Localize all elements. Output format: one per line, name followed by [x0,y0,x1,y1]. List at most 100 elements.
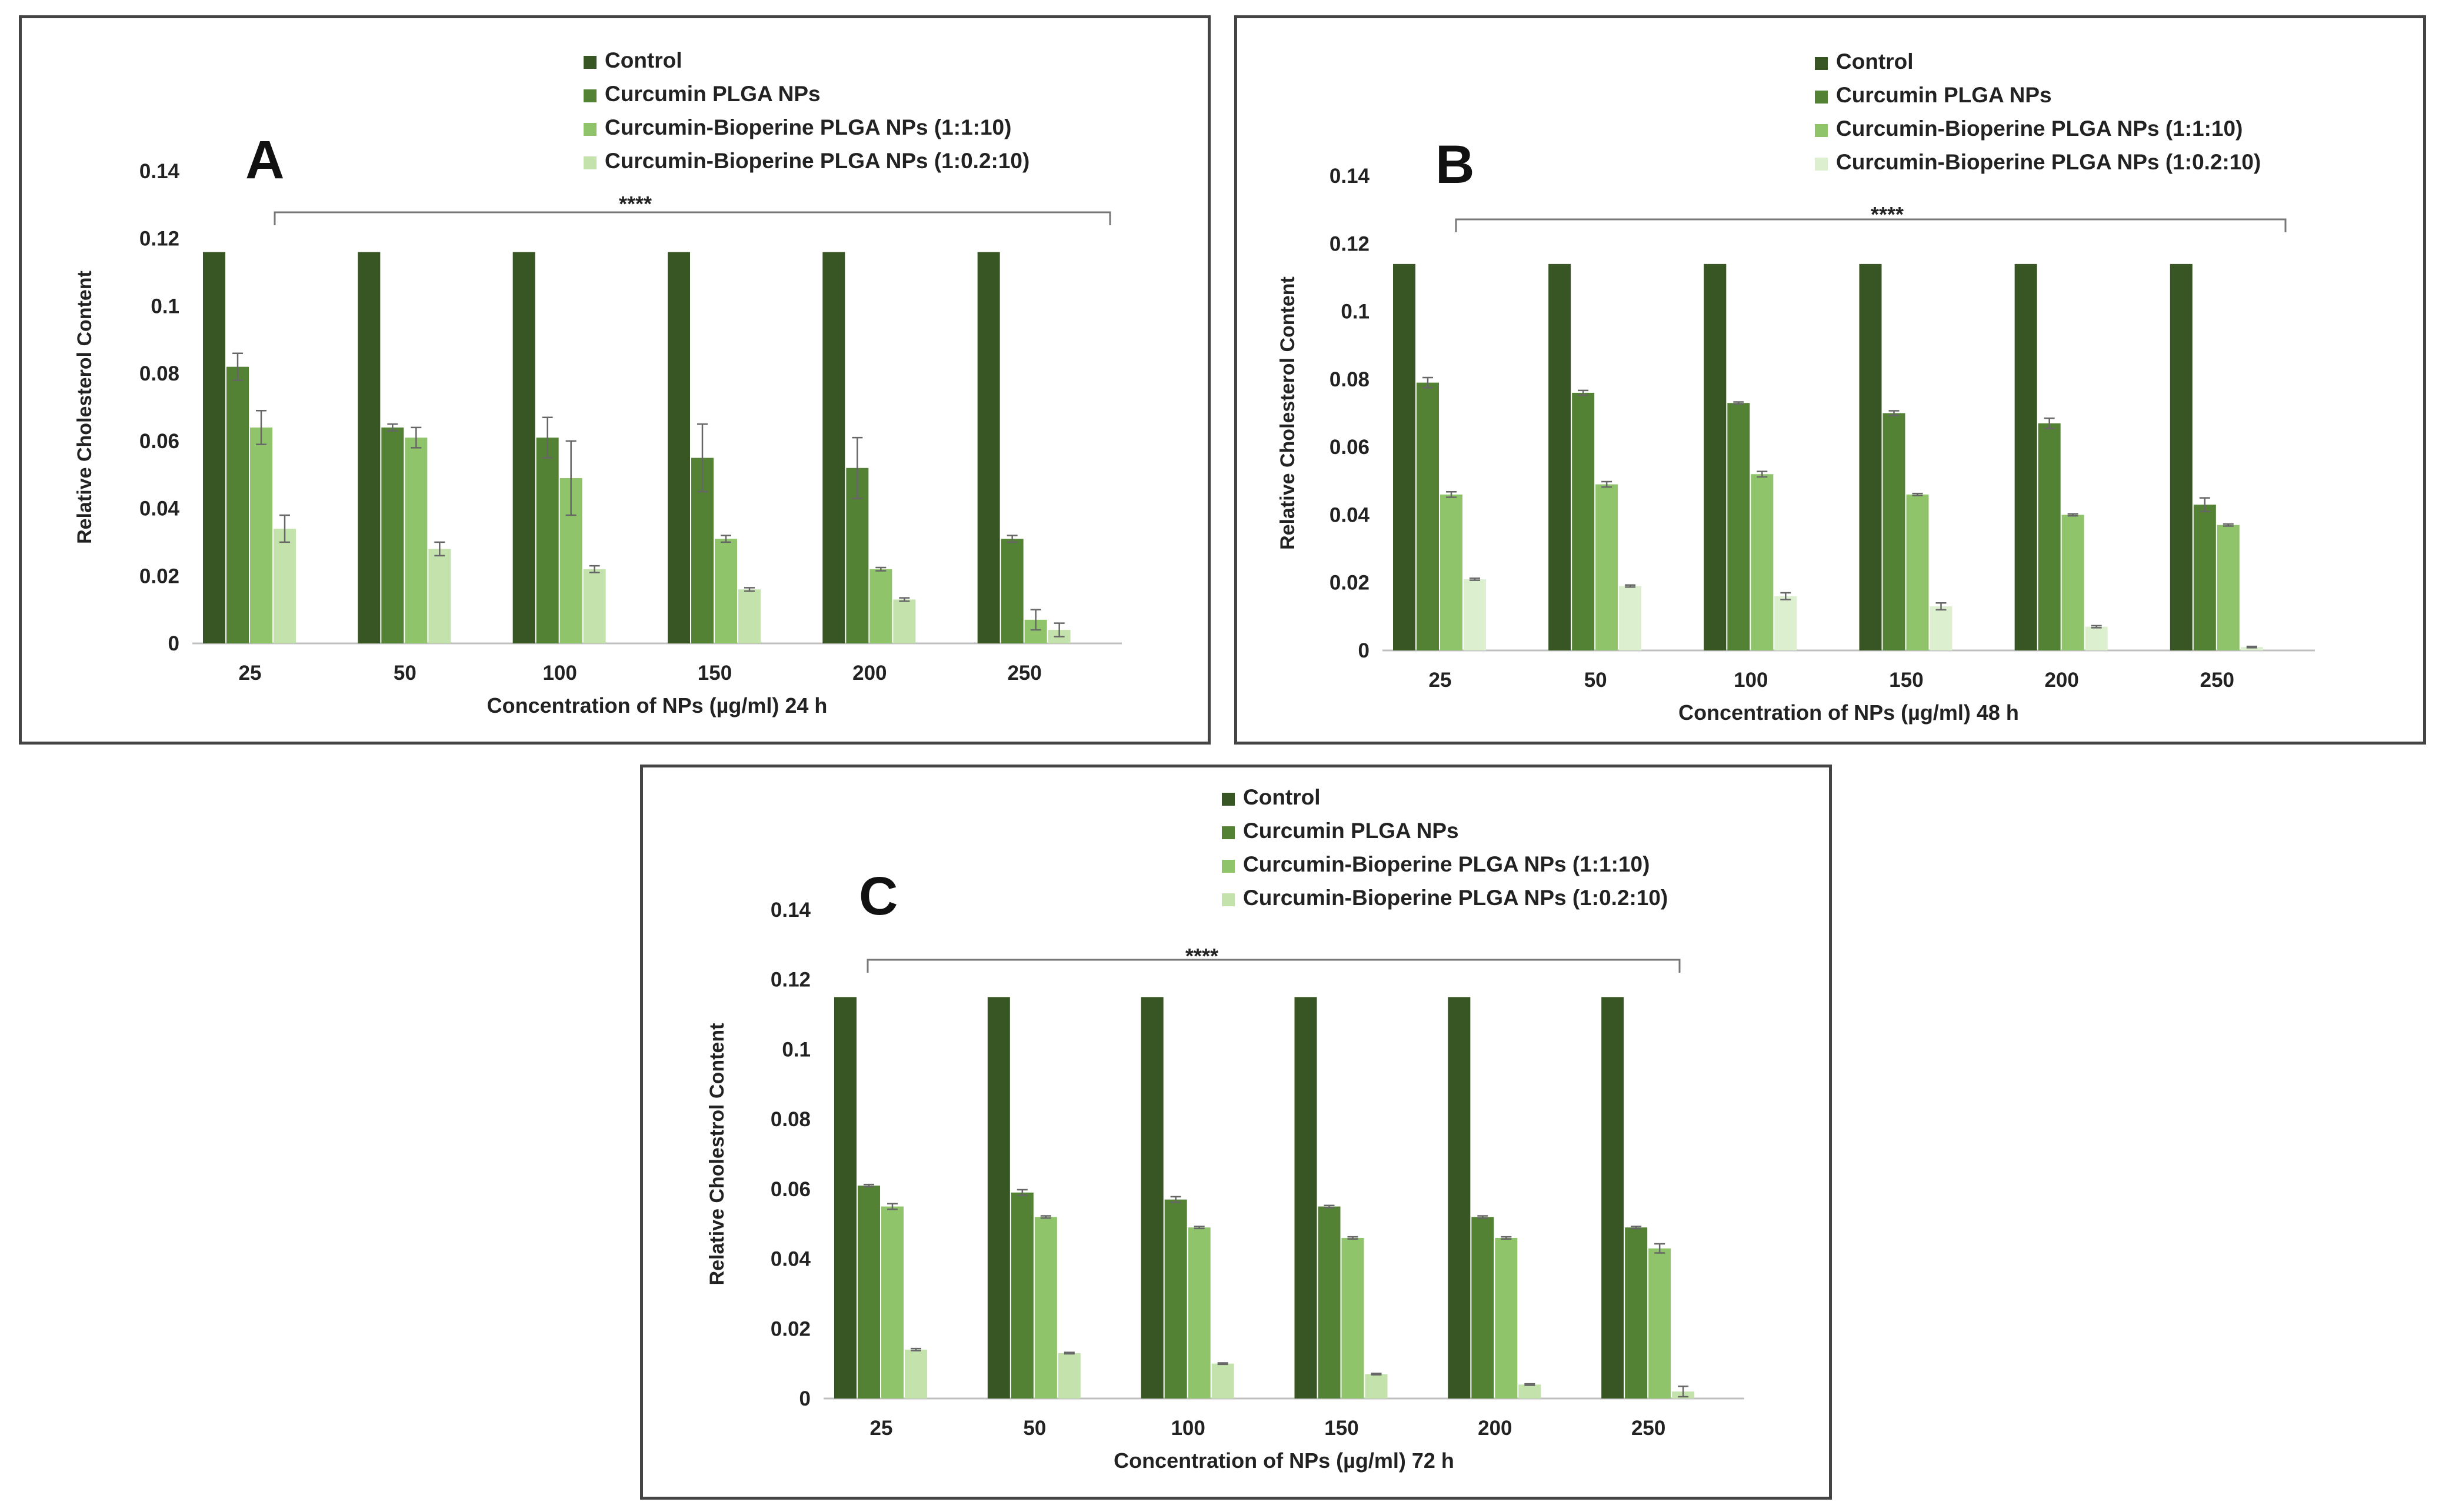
y-tick-label: 0.14 [771,899,811,922]
bar [1704,263,1727,650]
significance-bracket [274,211,1111,225]
bar [1211,1363,1234,1398]
legend-swatch [1222,893,1235,906]
bar [1595,484,1618,650]
x-axis-title: Concentration of NPs (µg/ml) 48 h [1678,700,2019,725]
bar [2170,263,2193,650]
y-axis-title: Relative Cholesterol Content [1277,276,1299,550]
x-tick-label: 50 [1584,669,1607,692]
bar [834,997,857,1398]
bar [1471,1217,1494,1398]
y-tick-label: 0.04 [1330,503,1370,526]
bar [1164,1199,1187,1398]
bar [1417,382,1439,650]
x-tick-label: 100 [1734,669,1768,692]
x-tick-label: 100 [1171,1417,1205,1440]
x-tick-label: 250 [2200,669,2234,692]
y-tick-label: 0 [1358,639,1370,662]
bar [2240,647,2263,650]
y-tick-label: 0.04 [139,498,180,520]
bar [1188,1227,1211,1398]
chart-svg-a: Control Curcumin PLGA NPs Curcumin-Bioperi… [74,48,1122,717]
x-tick-label: 250 [1631,1417,1665,1440]
bar [1001,539,1024,643]
x-axis-title: Concentration of NPs (µg/ml) 24 h [487,693,828,717]
bar [1906,494,1929,650]
y-tick-label: 0.08 [139,362,179,385]
x-tick-label: 150 [1889,669,1923,692]
y-tick-label: 0.08 [771,1108,811,1131]
y-tick-label: 0.02 [1330,572,1370,595]
legend-swatch [1815,91,1828,104]
x-tick-label: 25 [870,1417,893,1440]
bar [977,252,1000,644]
bar [512,252,535,644]
chart-svg-c: Control Curcumin PLGA NPs Curcumin-Bioperi… [706,785,1744,1473]
bar [1448,997,1471,1398]
chart-panel-a: Control Curcumin PLGA NPs Curcumin-Bioperi… [19,15,1211,745]
bar [203,252,225,644]
bar [2038,423,2061,650]
bar [1440,494,1462,650]
legend-swatch [1815,158,1828,171]
y-tick-label: 0.1 [151,295,179,318]
legend-label: Curcumin-Bioperine PLGA NPs (1:0.2:10) [1836,150,2261,174]
y-tick-label: 0.06 [139,430,179,453]
bar [905,1349,927,1398]
bar [226,366,249,643]
bar [1601,997,1624,1398]
bar [274,528,296,643]
y-axis-title: Relative Cholestrol Content [706,1023,728,1286]
x-tick-label: 150 [1324,1417,1358,1440]
significance-stars: **** [1871,202,1904,226]
y-tick-label: 0.14 [139,160,180,183]
legend-swatch [584,56,597,69]
x-tick-label: 50 [1023,1417,1046,1440]
bar [2014,263,2037,650]
y-tick-label: 0 [168,632,179,655]
y-tick-label: 0.06 [771,1178,811,1201]
y-tick-label: 0.12 [139,228,179,251]
bar [1341,1237,1364,1398]
legend-swatch [1222,860,1235,873]
y-tick-label: 0.06 [1330,436,1370,459]
panel-letter: B [1435,135,1474,195]
significance-bracket [1455,218,2287,232]
bar [250,427,272,643]
x-tick-label: 200 [1478,1417,1512,1440]
y-tick-label: 0.08 [1330,368,1370,391]
chart-panel-b: Control Curcumin PLGA NPs Curcumin-Bioperi… [1234,15,2426,745]
y-tick-label: 0.1 [1341,301,1370,323]
bar [1619,586,1642,650]
significance-bracket [867,959,1681,973]
legend-swatch [584,123,597,136]
panel-letter: A [245,130,284,190]
legend-label: Control [1836,49,1914,74]
panel-letter: C [859,866,898,926]
bar [1495,1237,1518,1398]
bar [1294,997,1317,1398]
bar [536,438,559,643]
legend-label: Curcumin-Bioperine PLGA NPs (1:1:10) [1243,852,1650,876]
x-axis-title: Concentration of NPs (µg/ml) 72 h [1114,1448,1454,1473]
bar [2217,525,2240,650]
bar [987,997,1010,1398]
x-tick-label: 250 [1007,662,1041,685]
legend-label: Curcumin-Bioperine PLGA NPs (1:0.2:10) [605,149,1029,173]
y-tick-label: 0.02 [771,1317,811,1340]
legend-label: Curcumin-Bioperine PLGA NPs (1:0.2:10) [1243,886,1668,910]
legend-swatch [584,89,597,102]
bar [1882,413,1905,650]
bar [1859,263,1882,650]
bar [1648,1248,1671,1398]
bar [1625,1227,1648,1398]
bar [1774,596,1797,650]
x-tick-label: 25 [1429,669,1452,692]
bar [583,569,606,643]
bar [1365,1374,1388,1398]
bar [1318,1206,1341,1398]
bar [2193,505,2216,650]
bar [822,252,845,644]
bar [738,589,761,643]
bar [1572,392,1595,650]
